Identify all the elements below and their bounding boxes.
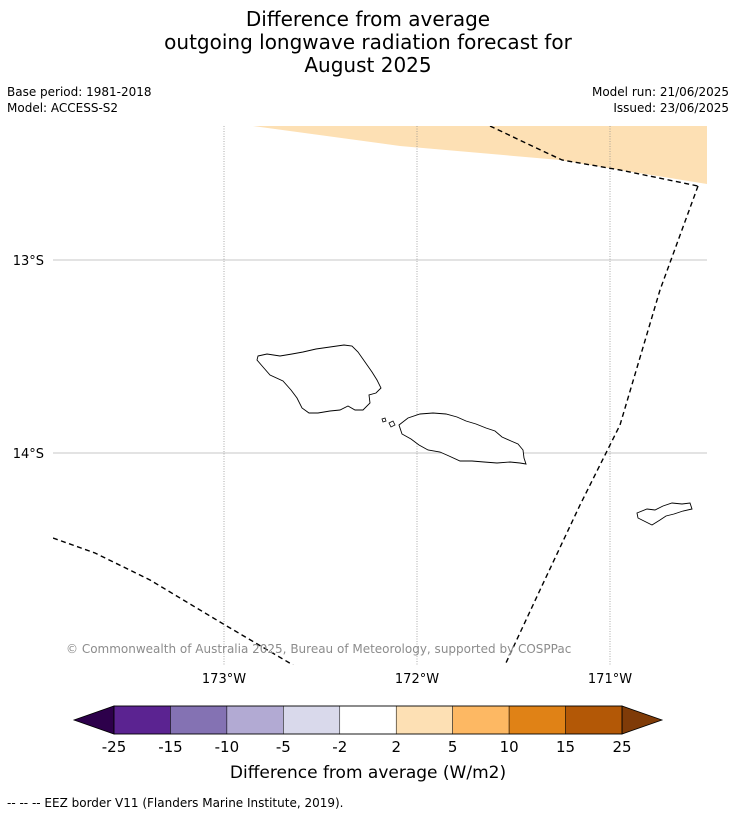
eez-border-east: [504, 185, 699, 665]
lon-label-173: 173°W: [202, 672, 246, 687]
colorbar-segment-1: [170, 705, 228, 735]
colorbar-segment-2: [226, 705, 284, 735]
colorbar-label: Difference from average (W/m2): [230, 763, 506, 783]
title-line-2: outgoing longwave radiation forecast for: [164, 30, 572, 54]
colorbar-segment-8: [565, 705, 623, 735]
colorbar-tick-label: 25: [612, 738, 631, 756]
colorbar-tick-label: -5: [276, 738, 291, 756]
base-period: Base period: 1981-2018: [7, 85, 152, 99]
island-apolima: [381, 417, 387, 423]
eez-border-southwest: [53, 537, 294, 665]
meta-left: Base period: 1981-2018 Model: ACCESS-S2: [7, 84, 152, 116]
map-title: Difference from average outgoing longwav…: [0, 8, 736, 77]
model-name: Model: ACCESS-S2: [7, 101, 119, 115]
colorbar: -25 -15 -10 -5 -2 2 5 10 15 25: [72, 705, 664, 756]
colorbar-tick-label: -25: [102, 738, 127, 756]
colorbar-extend-high: [621, 705, 664, 735]
colorbar-segment-4: [339, 705, 397, 735]
colorbar-segment-0: [113, 705, 171, 735]
map-figure: © Commonwealth of Australia 2025, Bureau…: [13, 126, 707, 783]
island-manono: [388, 420, 396, 428]
colorbar-segment-3: [283, 705, 341, 735]
eez-footnote: -- -- -- EEZ border V11 (Flanders Marine…: [7, 796, 344, 810]
colorbar-tick-label: 15: [556, 738, 575, 756]
issued-date: Issued: 23/06/2025: [613, 101, 729, 115]
colorbar-frame: [113, 705, 623, 735]
model-run: Model run: 21/06/2025: [591, 85, 729, 99]
island-upolu: [398, 412, 527, 465]
colorbar-tick-label: -10: [215, 738, 240, 756]
colorbar-tick-label: -2: [332, 738, 347, 756]
colorbar-segment-7: [508, 705, 566, 735]
colorbar-tick-label: 5: [448, 738, 458, 756]
lat-label-14: 14°S: [13, 447, 44, 462]
eez-border-north: [489, 126, 699, 187]
colorbar-segment-5: [395, 705, 453, 735]
lon-label-172: 172°W: [395, 672, 439, 687]
island-tutuila: [636, 502, 693, 526]
lat-label-13: 13°S: [13, 254, 44, 269]
map-area: © Commonwealth of Australia 2025, Bureau…: [53, 126, 707, 665]
island-savaii: [256, 344, 382, 414]
colorbar-segment-6: [452, 705, 510, 735]
title-line-1: Difference from average: [245, 7, 491, 31]
colorbar-tick-label: -15: [158, 738, 183, 756]
meta-right: Model run: 21/06/2025 Issued: 23/06/2025: [592, 84, 729, 116]
anomaly-region: [253, 126, 707, 184]
colorbar-tick-label: 10: [500, 738, 519, 756]
colorbar-extend-low: [72, 705, 115, 735]
title-line-3: August 2025: [304, 53, 432, 77]
copyright-notice: © Commonwealth of Australia 2025, Bureau…: [66, 642, 571, 656]
colorbar-tick-label: 2: [391, 738, 401, 756]
lon-label-171: 171°W: [588, 672, 632, 687]
